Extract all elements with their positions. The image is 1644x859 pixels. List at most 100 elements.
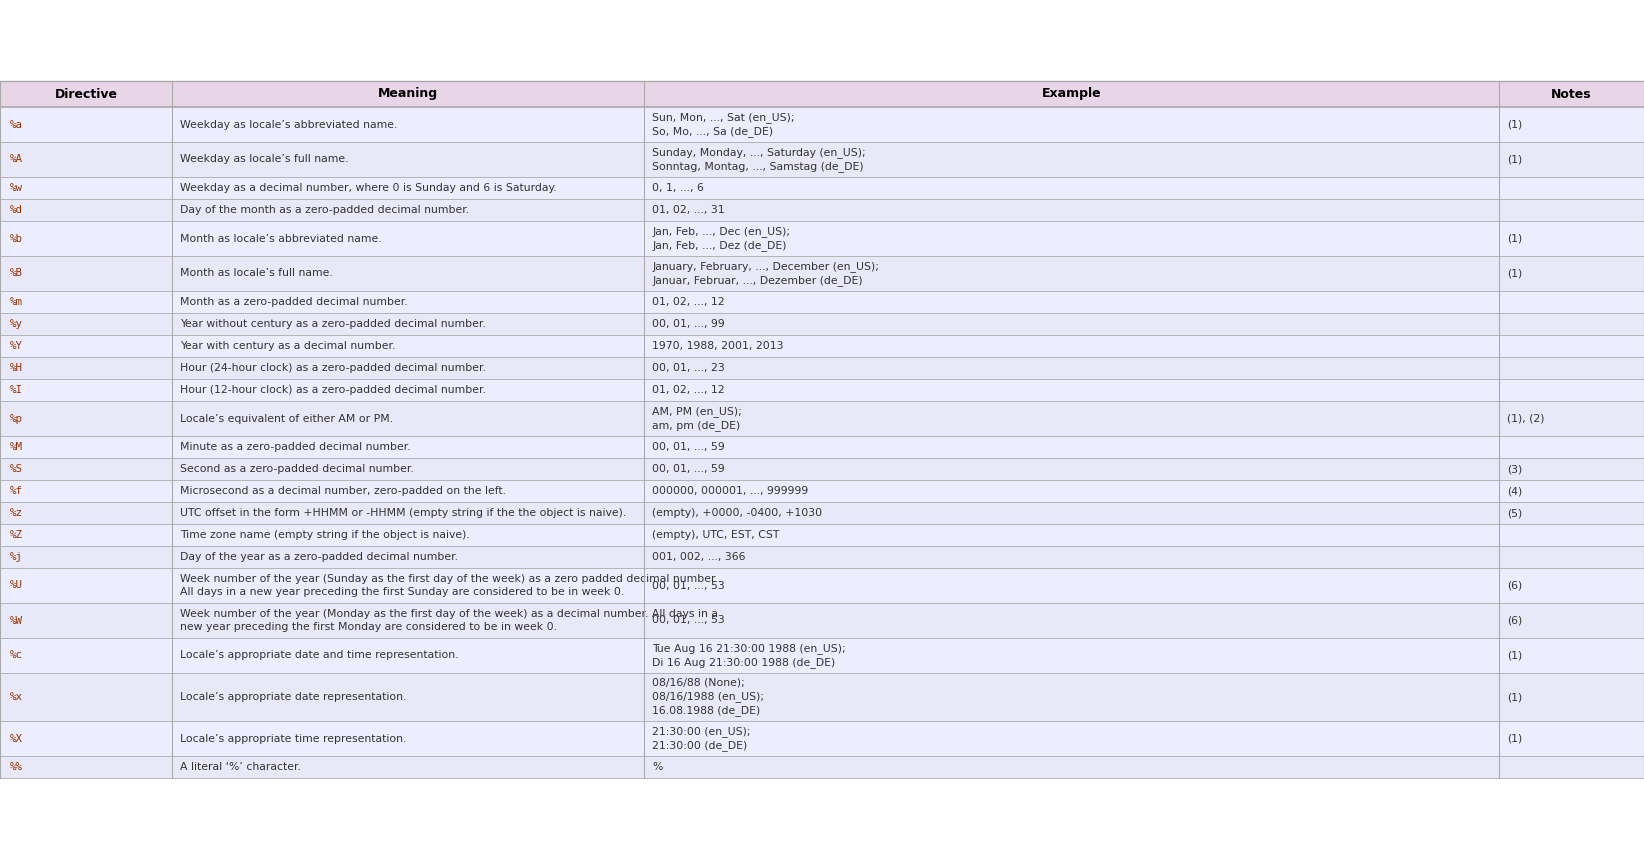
Text: Example: Example [1042,88,1101,101]
Bar [173,756,644,778]
Bar [0,142,173,177]
Text: Meaning: Meaning [378,88,437,101]
Text: %H: %H [10,363,23,373]
Bar [0,313,173,335]
Text: Hour (24-hour clock) as a zero-padded decimal number.: Hour (24-hour clock) as a zero-padded de… [179,363,487,373]
Bar [173,638,644,673]
Text: Tue Aug 16 21:30:00 1988 (en_US);
Di 16 Aug 21:30:00 1988 (de_DE): Tue Aug 16 21:30:00 1988 (en_US); Di 16 … [653,643,845,668]
Bar [1499,502,1644,524]
Text: Hour (12-hour clock) as a zero-padded decimal number.: Hour (12-hour clock) as a zero-padded de… [179,385,487,395]
Bar [0,177,173,199]
Bar [173,81,644,107]
Text: (empty), UTC, EST, CST: (empty), UTC, EST, CST [653,530,779,540]
Bar [173,379,644,401]
Bar [173,313,644,335]
Text: %z: %z [10,508,23,518]
Bar [173,568,644,603]
Text: 000000, 000001, ..., 999999: 000000, 000001, ..., 999999 [653,486,809,496]
Text: Year without century as a zero-padded decimal number.: Year without century as a zero-padded de… [179,319,485,329]
Bar [1499,524,1644,546]
Bar [1499,81,1644,107]
Bar [0,673,173,721]
Bar [173,291,644,313]
Text: (1), (2): (1), (2) [1508,413,1544,423]
Bar [1499,379,1644,401]
Text: (1): (1) [1508,734,1522,744]
Bar [644,291,1499,313]
Text: (empty), +0000, -0400, +1030: (empty), +0000, -0400, +1030 [653,508,822,518]
Text: (1): (1) [1508,650,1522,661]
Text: Week number of the year (Monday as the first day of the week) as a decimal numbe: Week number of the year (Monday as the f… [179,609,718,632]
Text: 01, 02, ..., 12: 01, 02, ..., 12 [653,297,725,307]
Bar [173,256,644,291]
Bar [644,603,1499,638]
Bar [644,221,1499,256]
Bar [0,568,173,603]
Text: (1): (1) [1508,269,1522,278]
Text: 00, 01, ..., 53: 00, 01, ..., 53 [653,616,725,625]
Text: 00, 01, ..., 99: 00, 01, ..., 99 [653,319,725,329]
Bar [1499,256,1644,291]
Bar [644,199,1499,221]
Text: 00, 01, ..., 53: 00, 01, ..., 53 [653,581,725,590]
Bar [1499,142,1644,177]
Text: (3): (3) [1508,464,1522,474]
Bar [0,524,173,546]
Text: Month as locale’s full name.: Month as locale’s full name. [179,269,332,278]
Text: Sunday, Monday, ..., Saturday (en_US);
Sonntag, Montag, ..., Samstag (de_DE): Sunday, Monday, ..., Saturday (en_US); S… [653,147,866,172]
Bar [644,256,1499,291]
Text: %p: %p [10,413,23,423]
Bar [644,313,1499,335]
Bar [1499,177,1644,199]
Bar [1499,291,1644,313]
Bar [644,721,1499,756]
Text: %b: %b [10,234,23,243]
Text: Locale’s appropriate date representation.: Locale’s appropriate date representation… [179,692,406,702]
Text: 01, 02, ..., 12: 01, 02, ..., 12 [653,385,725,395]
Bar [0,357,173,379]
Text: Weekday as locale’s full name.: Weekday as locale’s full name. [179,155,349,165]
Bar [1499,335,1644,357]
Text: %f: %f [10,486,23,496]
Bar [644,480,1499,502]
Bar [173,357,644,379]
Bar [0,81,173,107]
Bar [0,221,173,256]
Text: %x: %x [10,692,23,702]
Bar [173,142,644,177]
Bar [173,480,644,502]
Bar [644,436,1499,458]
Text: Year with century as a decimal number.: Year with century as a decimal number. [179,341,395,351]
Text: Locale’s appropriate time representation.: Locale’s appropriate time representation… [179,734,406,744]
Text: %c: %c [10,650,23,661]
Bar [173,335,644,357]
Text: %W: %W [10,616,23,625]
Bar [173,177,644,199]
Bar [1499,458,1644,480]
Text: Locale’s equivalent of either AM or PM.: Locale’s equivalent of either AM or PM. [179,413,393,423]
Bar [644,142,1499,177]
Text: Sun, Mon, ..., Sat (en_US);
So, Mo, ..., Sa (de_DE): Sun, Mon, ..., Sat (en_US); So, Mo, ...,… [653,112,794,137]
Text: Day of the year as a zero-padded decimal number.: Day of the year as a zero-padded decimal… [179,552,459,562]
Bar [644,401,1499,436]
Bar [173,721,644,756]
Bar [644,673,1499,721]
Bar [0,291,173,313]
Text: Time zone name (empty string if the object is naive).: Time zone name (empty string if the obje… [179,530,470,540]
Bar [0,256,173,291]
Bar [1499,568,1644,603]
Bar [644,546,1499,568]
Text: (4): (4) [1508,486,1522,496]
Bar [644,756,1499,778]
Bar [0,638,173,673]
Text: %: % [653,762,663,772]
Bar [1499,638,1644,673]
Text: %%: %% [10,762,23,772]
Text: 01, 02, ..., 31: 01, 02, ..., 31 [653,205,725,215]
Bar [173,458,644,480]
Text: %Y: %Y [10,341,23,351]
Text: (5): (5) [1508,508,1522,518]
Text: 0, 1, ..., 6: 0, 1, ..., 6 [653,183,704,193]
Text: UTC offset in the form +HHMM or -HHMM (empty string if the the object is naive).: UTC offset in the form +HHMM or -HHMM (e… [179,508,626,518]
Bar [0,546,173,568]
